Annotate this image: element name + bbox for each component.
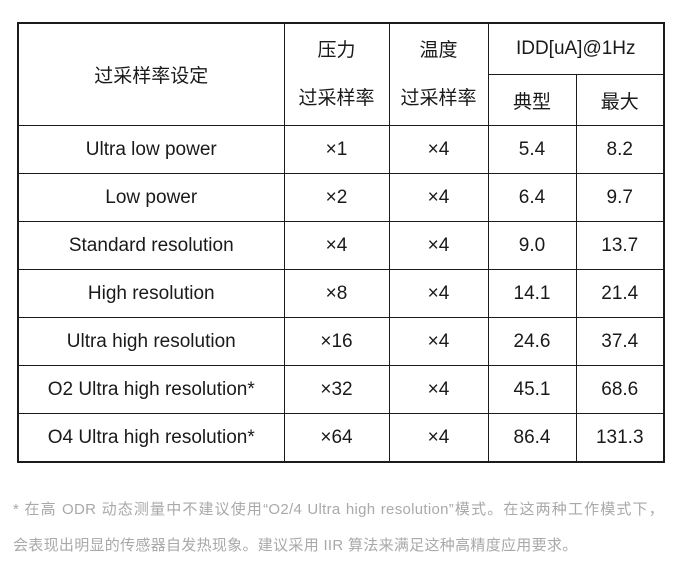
- typical-cell: 5.4: [487, 125, 577, 174]
- header-pressure-line1: 压力: [317, 39, 356, 61]
- table-row: Ultra high resolution ×16 ×4 24.6 37.4: [17, 317, 665, 366]
- temperature-cell: ×4: [388, 173, 489, 222]
- max-cell: 9.7: [575, 173, 665, 222]
- typical-cell: 24.6: [487, 317, 577, 366]
- setting-cell: Ultra low power: [17, 125, 285, 174]
- max-cell: 68.6: [575, 365, 665, 414]
- header-setting: 过采样率设定: [17, 22, 285, 126]
- header-row-2: 典型 最大: [18, 74, 665, 126]
- table-row: O2 Ultra high resolution* ×32 ×4 45.1 68…: [17, 365, 665, 414]
- oversampling-table: 过采样率设定 压力 过采样率 温度 过采样率 IDD[uA]@1Hz 典型 最大…: [17, 22, 665, 463]
- table-row: High resolution ×8 ×4 14.1 21.4: [17, 269, 665, 318]
- typical-cell: 9.0: [487, 221, 577, 270]
- pressure-cell: ×2: [283, 173, 390, 222]
- pressure-cell: ×16: [283, 317, 390, 366]
- table-row: Ultra low power ×1 ×4 5.4 8.2: [17, 125, 665, 174]
- setting-cell: High resolution: [17, 269, 285, 318]
- max-cell: 131.3: [575, 413, 665, 463]
- header-pressure: 压力 过采样率: [283, 22, 390, 126]
- header-max: 最大: [575, 74, 665, 126]
- footnote: * 在高 ODR 动态测量中不建议使用“O2/4 Ultra high reso…: [13, 492, 664, 564]
- max-cell: 8.2: [575, 125, 665, 174]
- temperature-cell: ×4: [388, 365, 489, 414]
- max-cell: 37.4: [575, 317, 665, 366]
- typical-cell: 14.1: [487, 269, 577, 318]
- typical-cell: 6.4: [487, 173, 577, 222]
- header-typical: 典型: [487, 74, 577, 126]
- setting-cell: Ultra high resolution: [17, 317, 285, 366]
- temperature-cell: ×4: [388, 125, 489, 174]
- pressure-cell: ×64: [283, 413, 390, 463]
- pressure-cell: ×8: [283, 269, 390, 318]
- temperature-cell: ×4: [388, 269, 489, 318]
- header-idd: IDD[uA]@1Hz: [487, 22, 665, 75]
- table-row: Standard resolution ×4 ×4 9.0 13.7: [17, 221, 665, 270]
- footnote-line-1: * 在高 ODR 动态测量中不建议使用“O2/4 Ultra high reso…: [13, 501, 664, 518]
- table-row: O4 Ultra high resolution* ×64 ×4 86.4 13…: [17, 413, 665, 463]
- pressure-cell: ×1: [283, 125, 390, 174]
- header-temperature-line1: 温度: [419, 39, 458, 61]
- pressure-cell: ×4: [283, 221, 390, 270]
- header-temperature: 温度 过采样率: [388, 22, 489, 126]
- setting-cell: Standard resolution: [17, 221, 285, 270]
- setting-cell: O2 Ultra high resolution*: [17, 365, 285, 414]
- setting-cell: Low power: [17, 173, 285, 222]
- max-cell: 13.7: [575, 221, 665, 270]
- max-cell: 21.4: [575, 269, 665, 318]
- temperature-cell: ×4: [388, 317, 489, 366]
- typical-cell: 45.1: [487, 365, 577, 414]
- table-row: Low power ×2 ×4 6.4 9.7: [17, 173, 665, 222]
- header-temperature-line2: 过采样率: [400, 87, 477, 109]
- typical-cell: 86.4: [487, 413, 577, 463]
- setting-cell: O4 Ultra high resolution*: [17, 413, 285, 463]
- header-pressure-line2: 过采样率: [298, 87, 375, 109]
- temperature-cell: ×4: [388, 413, 489, 463]
- header-row-1: 过采样率设定 压力 过采样率 温度 过采样率 IDD[uA]@1Hz: [17, 22, 665, 126]
- temperature-cell: ×4: [388, 221, 489, 270]
- footnote-line-2: 会表现出明显的传感器自发热现象。建议采用 IIR 算法来满足这种高精度应用要求。: [13, 537, 578, 554]
- pressure-cell: ×32: [283, 365, 390, 414]
